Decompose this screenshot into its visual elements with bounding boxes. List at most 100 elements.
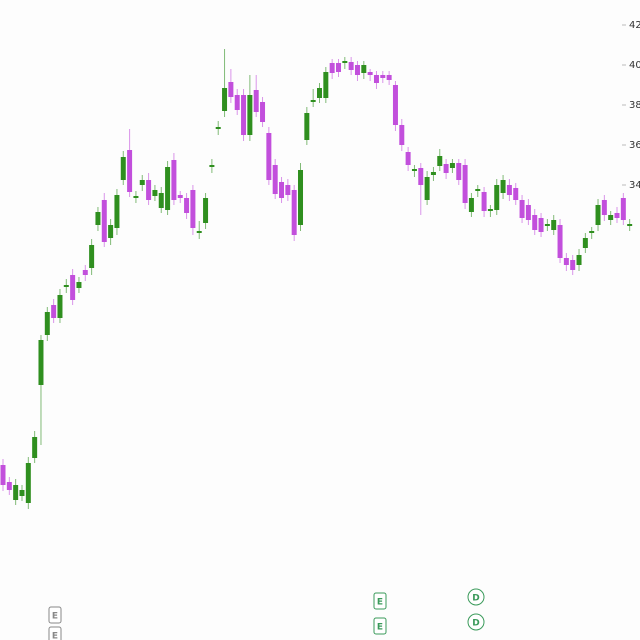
candle-body	[494, 185, 500, 210]
candle-body	[291, 190, 297, 235]
candle-body	[165, 167, 171, 210]
candle-body	[557, 225, 563, 258]
event-marker: E	[48, 606, 62, 624]
candle-body	[506, 185, 512, 195]
candle-body	[285, 185, 291, 195]
candle-body	[348, 62, 354, 70]
candle-body	[76, 282, 82, 288]
candle-body	[57, 295, 63, 318]
candle-body	[44, 312, 50, 335]
candle-body	[101, 200, 107, 242]
candle-body	[373, 75, 379, 83]
candle-body	[152, 190, 158, 196]
candle-body	[449, 163, 455, 168]
candle-body	[361, 65, 367, 73]
candle-body	[146, 180, 152, 200]
candle-body	[595, 205, 601, 225]
candle-body	[608, 215, 614, 220]
candle-body	[570, 260, 576, 270]
candle-body	[228, 82, 234, 97]
candle-body	[392, 85, 398, 125]
candle-body	[589, 231, 595, 233]
candle-body	[627, 224, 633, 226]
event-circle	[467, 613, 485, 631]
event-label: E	[377, 623, 383, 633]
candle-body	[139, 180, 145, 185]
event-marker: E	[373, 592, 387, 610]
candle-body	[196, 231, 202, 233]
candle-body	[317, 88, 322, 98]
candle-body	[108, 225, 114, 238]
candle-body	[177, 195, 183, 198]
candle-body	[215, 127, 221, 129]
candle-body	[525, 205, 531, 220]
candle-body	[519, 200, 525, 218]
candle-body	[544, 224, 550, 226]
event-label: D	[472, 619, 479, 629]
event-box	[373, 617, 387, 635]
candle-body	[133, 196, 139, 198]
candle-body	[304, 113, 310, 140]
candle-body	[513, 188, 519, 200]
candle-body	[158, 193, 164, 208]
candle-body	[405, 152, 411, 165]
candle-body	[13, 485, 19, 500]
candle-body	[335, 63, 341, 72]
candle-body	[475, 189, 481, 191]
candle-body	[184, 198, 190, 213]
candle-body	[329, 63, 335, 73]
event-label: E	[52, 632, 58, 640]
event-label: D	[472, 594, 479, 604]
event-circle	[467, 588, 485, 606]
candle-body	[120, 157, 126, 180]
candle-body	[279, 182, 285, 198]
y-tick-label: 40	[629, 60, 640, 71]
event-marker: D	[467, 588, 485, 606]
candle-body	[6, 482, 12, 490]
candle-body	[32, 437, 38, 458]
event-marker: E	[373, 617, 387, 635]
candle-body	[418, 168, 424, 185]
candle-body	[82, 270, 88, 275]
event-label: E	[52, 612, 58, 622]
candle-body	[89, 245, 95, 268]
candle-body	[241, 95, 247, 135]
candle-body	[443, 164, 449, 173]
event-box	[48, 606, 62, 624]
candle-body	[437, 156, 443, 166]
candle-body	[310, 100, 316, 102]
candle-body	[63, 285, 69, 287]
event-box	[373, 592, 387, 610]
candle-body	[222, 88, 228, 111]
candle-body	[127, 150, 133, 192]
candle-body	[462, 165, 468, 203]
candle-body	[260, 102, 266, 122]
candle-body	[38, 340, 44, 385]
candle-body	[272, 165, 278, 194]
y-tick-label: 34	[629, 180, 640, 191]
candle-body	[532, 215, 538, 230]
candle-body	[386, 75, 392, 80]
candle-body	[190, 190, 196, 228]
candle-body	[456, 163, 462, 180]
candle-body	[209, 165, 215, 167]
candle-body	[424, 177, 430, 200]
candle-body	[582, 238, 588, 248]
y-tick-label: 36	[629, 140, 640, 151]
candle-body	[620, 198, 626, 220]
candle-body	[247, 95, 253, 135]
candle-body	[253, 90, 259, 112]
candle-body	[411, 169, 417, 171]
candle-body	[0, 465, 6, 485]
candle-body	[95, 212, 101, 225]
event-label: E	[377, 598, 383, 608]
candle-body	[614, 213, 620, 218]
candle-body	[354, 65, 360, 75]
candle-body	[114, 195, 120, 228]
event-marker: E	[48, 626, 62, 640]
y-tick-label: 42	[629, 20, 640, 31]
candle-body	[298, 170, 304, 225]
candle-body	[500, 180, 506, 193]
